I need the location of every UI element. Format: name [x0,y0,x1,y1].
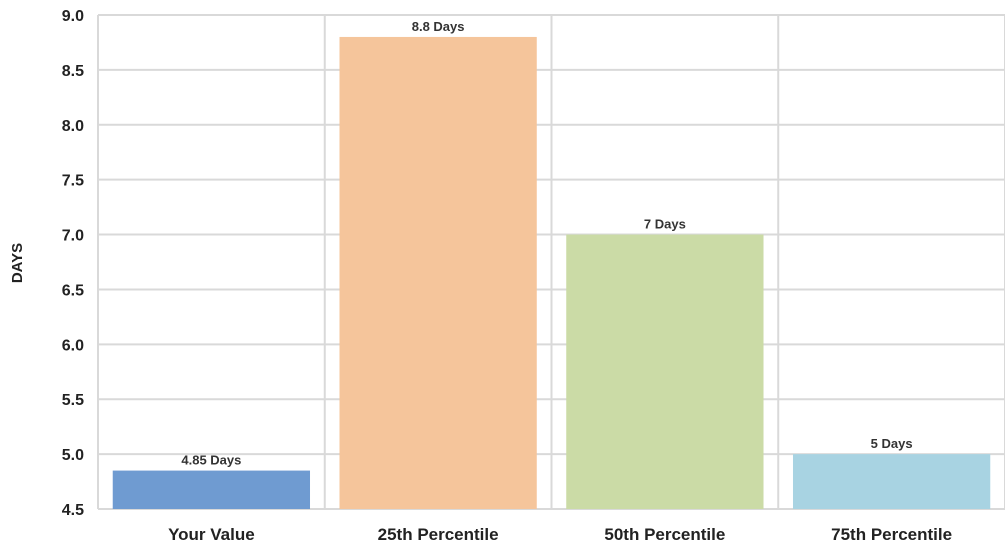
y-tick-label: 8.5 [62,63,84,80]
bar [792,454,991,509]
data-label: 4.85 Days [181,453,241,468]
data-label: 8.8 Days [412,19,465,34]
y-tick-label: 8.0 [62,118,84,135]
y-tick-label: 9.0 [62,8,84,25]
data-label: 7 Days [644,217,686,232]
data-label: 5 Days [871,436,913,451]
y-tick-label: 5.0 [62,447,84,464]
y-tick-label: 6.0 [62,337,84,354]
bars-layer [112,36,991,510]
y-tick-label: 7.5 [62,173,84,190]
x-tick-label: 75th Percentile [831,525,952,544]
y-tick-label: 5.5 [62,392,84,409]
y-tick-label: 7.0 [62,228,84,245]
x-tick-label: 25th Percentile [378,525,499,544]
x-tick-label: 50th Percentile [604,525,725,544]
bar [339,36,537,509]
labels-layer: 4.85 Days Your Value 8.8 Days 25th Percenti… [168,19,952,544]
x-tick-label: Your Value [168,525,255,544]
y-tick-label: 4.5 [62,502,84,519]
y-axis-title: DAYS [9,243,26,283]
grid-layer: 4.5 5.0 5.5 6.0 6.5 7.0 7.5 8.0 8.5 9.0 [62,8,1005,519]
bar [112,470,311,509]
bar [566,234,764,510]
y-tick-label: 6.5 [62,282,84,299]
